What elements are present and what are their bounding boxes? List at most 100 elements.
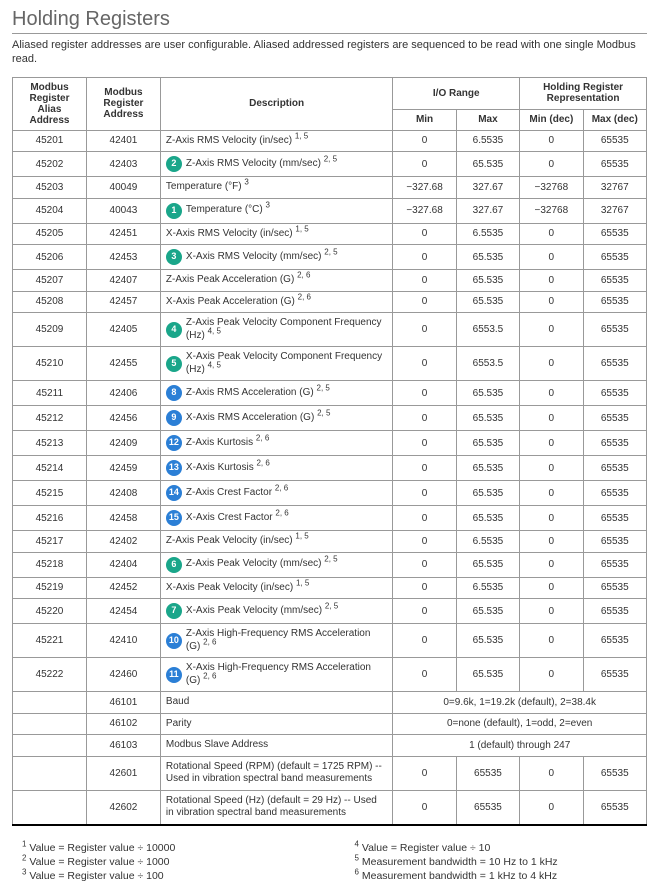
col-mindec: Min (dec) bbox=[520, 109, 583, 130]
description-cell: Temperature (°F) 3 bbox=[160, 177, 392, 199]
rank-badge: 9 bbox=[166, 410, 182, 426]
rank-badge: 7 bbox=[166, 603, 182, 619]
table-cell: 6.5535 bbox=[456, 531, 519, 553]
description-text: X-Axis Crest Factor 2, 6 bbox=[186, 512, 387, 525]
table-cell: 45206 bbox=[13, 245, 87, 270]
table-cell: 65.535 bbox=[456, 291, 519, 313]
table-cell bbox=[13, 735, 87, 757]
table-cell: 42404 bbox=[86, 552, 160, 577]
table-cell: 0 bbox=[520, 531, 583, 553]
footnote: 2 Value = Register value ÷ 1000 bbox=[22, 856, 315, 868]
table-cell: 42602 bbox=[86, 790, 160, 825]
description-text: X-Axis Peak Velocity Component Frequency… bbox=[186, 351, 387, 376]
description-text: Z-Axis RMS Acceleration (G) 2, 5 bbox=[186, 387, 387, 400]
table-cell: 65.535 bbox=[456, 431, 519, 456]
table-cell: 42451 bbox=[86, 223, 160, 245]
table-cell: 0 bbox=[393, 130, 456, 152]
table-cell: 65535 bbox=[583, 456, 646, 481]
table-cell: 0 bbox=[393, 456, 456, 481]
table-cell: 42410 bbox=[86, 624, 160, 658]
table-cell: 0 bbox=[520, 313, 583, 347]
table-cell: 0 bbox=[520, 270, 583, 292]
table-cell: 65535 bbox=[583, 270, 646, 292]
table-row: 452144245913X-Axis Kurtosis 2, 6065.5350… bbox=[13, 456, 647, 481]
table-cell: 0 bbox=[393, 291, 456, 313]
table-cell: 42453 bbox=[86, 245, 160, 270]
table-cell: 6553.5 bbox=[456, 347, 519, 381]
table-cell: 65.535 bbox=[456, 152, 519, 177]
table-cell: 45204 bbox=[13, 198, 87, 223]
table-row: 45202424032Z-Axis RMS Velocity (mm/sec) … bbox=[13, 152, 647, 177]
table-cell: 0 bbox=[393, 552, 456, 577]
table-row: 4520542451X-Axis RMS Velocity (in/sec) 1… bbox=[13, 223, 647, 245]
table-cell: 65535 bbox=[583, 481, 646, 506]
table-cell: 40043 bbox=[86, 198, 160, 223]
table-cell: 42401 bbox=[86, 130, 160, 152]
description-text: Z-Axis Peak Velocity (in/sec) 1, 5 bbox=[166, 535, 387, 548]
col-min: Min bbox=[393, 109, 456, 130]
span-cell: 1 (default) through 247 bbox=[393, 735, 647, 757]
rank-badge: 10 bbox=[166, 633, 182, 649]
rank-badge: 13 bbox=[166, 460, 182, 476]
description-text: Z-Axis Peak Velocity Component Frequency… bbox=[186, 317, 387, 342]
table-cell: 65535 bbox=[583, 790, 646, 825]
table-cell: Rotational Speed (RPM) (default = 1725 R… bbox=[160, 756, 392, 790]
description-text: Z-Axis Kurtosis 2, 6 bbox=[186, 437, 387, 450]
description-cell: 7X-Axis Peak Velocity (mm/sec) 2, 5 bbox=[160, 599, 392, 624]
table-cell: 327.67 bbox=[456, 177, 519, 199]
table-body: 4520142401Z-Axis RMS Velocity (in/sec) 1… bbox=[13, 130, 647, 825]
table-cell: 65535 bbox=[456, 756, 519, 790]
table-cell: 45217 bbox=[13, 531, 87, 553]
table-cell: 65535 bbox=[583, 431, 646, 456]
table-cell: 45214 bbox=[13, 456, 87, 481]
table-row: 45211424068Z-Axis RMS Acceleration (G) 2… bbox=[13, 381, 647, 406]
table-cell: 65535 bbox=[583, 130, 646, 152]
table-cell: 45210 bbox=[13, 347, 87, 381]
description-text: X-Axis RMS Acceleration (G) 2, 5 bbox=[186, 412, 387, 425]
table-cell: 6.5535 bbox=[456, 130, 519, 152]
table-cell: 42403 bbox=[86, 152, 160, 177]
table-cell: 0 bbox=[520, 130, 583, 152]
table-cell: 0 bbox=[393, 790, 456, 825]
page-title: Holding Registers bbox=[12, 8, 647, 34]
table-cell: 65535 bbox=[583, 406, 646, 431]
table-cell: 65535 bbox=[583, 506, 646, 531]
description-cell: 3X-Axis RMS Velocity (mm/sec) 2, 5 bbox=[160, 245, 392, 270]
table-cell: 65535 bbox=[583, 552, 646, 577]
footnote: 3 Value = Register value ÷ 100 bbox=[22, 870, 315, 882]
table-cell: 327.67 bbox=[456, 198, 519, 223]
description-text: X-Axis RMS Velocity (in/sec) 1, 5 bbox=[166, 228, 387, 241]
footnote: 4 Value = Register value ÷ 10 bbox=[355, 842, 648, 854]
description-cell: 1Temperature (°C) 3 bbox=[160, 198, 392, 223]
table-cell: 65535 bbox=[583, 313, 646, 347]
description-cell: 8Z-Axis RMS Acceleration (G) 2, 5 bbox=[160, 381, 392, 406]
table-row: 4520142401Z-Axis RMS Velocity (in/sec) 1… bbox=[13, 130, 647, 152]
table-cell: 0 bbox=[393, 431, 456, 456]
description-text: Z-Axis RMS Velocity (mm/sec) 2, 5 bbox=[186, 158, 387, 171]
table-cell: 42407 bbox=[86, 270, 160, 292]
description-text: X-Axis Peak Velocity (in/sec) 1, 5 bbox=[166, 582, 387, 595]
table-cell: 0 bbox=[393, 481, 456, 506]
table-row: 4520340049Temperature (°F) 3−327.68327.6… bbox=[13, 177, 647, 199]
table-row: 4521742402Z-Axis Peak Velocity (in/sec) … bbox=[13, 531, 647, 553]
table-cell: −32768 bbox=[520, 198, 583, 223]
col-maxdec: Max (dec) bbox=[583, 109, 646, 130]
span-cell: 0=9.6k, 1=19.2k (default), 2=38.4k bbox=[393, 692, 647, 714]
table-cell: 65.535 bbox=[456, 624, 519, 658]
description-cell: 12Z-Axis Kurtosis 2, 6 bbox=[160, 431, 392, 456]
table-cell: 45218 bbox=[13, 552, 87, 577]
table-cell: 32767 bbox=[583, 198, 646, 223]
description-cell: X-Axis Peak Velocity (in/sec) 1, 5 bbox=[160, 577, 392, 599]
table-cell: 0 bbox=[393, 531, 456, 553]
table-row: 46103Modbus Slave Address1 (default) thr… bbox=[13, 735, 647, 757]
table-cell: 0 bbox=[393, 381, 456, 406]
description-cell: 14Z-Axis Crest Factor 2, 6 bbox=[160, 481, 392, 506]
table-cell: −327.68 bbox=[393, 198, 456, 223]
table-row: 42601Rotational Speed (RPM) (default = 1… bbox=[13, 756, 647, 790]
table-cell: 0 bbox=[393, 223, 456, 245]
footnote: 1 Value = Register value ÷ 10000 bbox=[22, 842, 315, 854]
table-cell: 65535 bbox=[583, 531, 646, 553]
table-row: 4520842457X-Axis Peak Acceleration (G) 2… bbox=[13, 291, 647, 313]
table-cell: 6.5535 bbox=[456, 577, 519, 599]
table-cell: 65.535 bbox=[456, 456, 519, 481]
